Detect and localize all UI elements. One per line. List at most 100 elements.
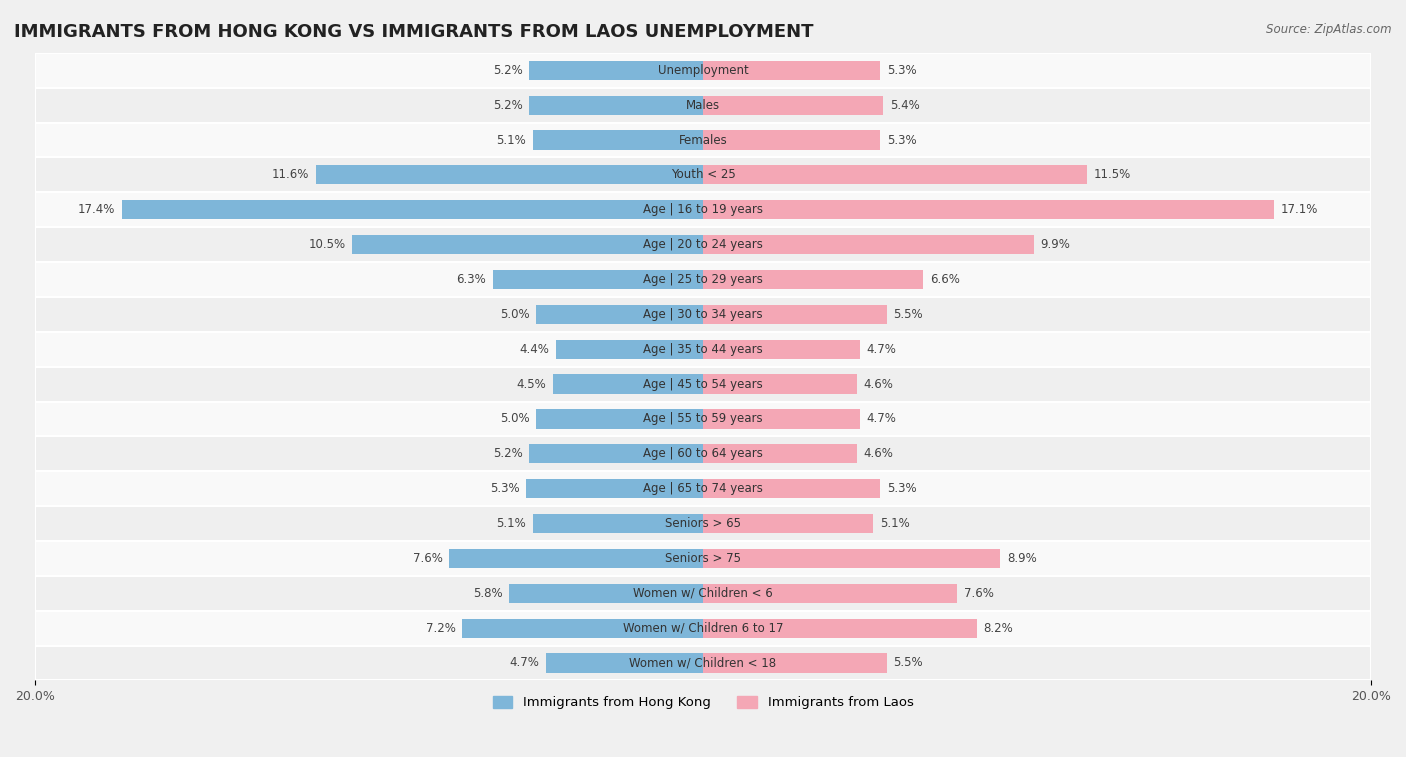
- Legend: Immigrants from Hong Kong, Immigrants from Laos: Immigrants from Hong Kong, Immigrants fr…: [488, 690, 918, 715]
- Bar: [703, 584, 957, 603]
- Text: 11.6%: 11.6%: [271, 168, 309, 182]
- Bar: [536, 410, 703, 428]
- Text: 4.7%: 4.7%: [866, 413, 897, 425]
- Text: Males: Males: [686, 98, 720, 111]
- Bar: [122, 200, 703, 220]
- Bar: [703, 479, 880, 498]
- Bar: [553, 375, 703, 394]
- Bar: [703, 444, 856, 463]
- Bar: [35, 401, 1371, 436]
- Bar: [35, 88, 1371, 123]
- Bar: [703, 618, 977, 637]
- Text: 8.9%: 8.9%: [1007, 552, 1036, 565]
- Bar: [353, 235, 703, 254]
- Text: Seniors > 75: Seniors > 75: [665, 552, 741, 565]
- Text: 17.4%: 17.4%: [77, 203, 115, 217]
- Text: 7.6%: 7.6%: [412, 552, 443, 565]
- Text: 5.2%: 5.2%: [494, 447, 523, 460]
- Bar: [533, 130, 703, 150]
- Text: Age | 16 to 19 years: Age | 16 to 19 years: [643, 203, 763, 217]
- Bar: [703, 95, 883, 115]
- Text: 5.0%: 5.0%: [499, 413, 529, 425]
- Text: 5.1%: 5.1%: [880, 517, 910, 530]
- Text: 5.3%: 5.3%: [887, 482, 917, 495]
- Text: 9.9%: 9.9%: [1040, 238, 1070, 251]
- Text: 6.6%: 6.6%: [931, 273, 960, 286]
- Text: Age | 30 to 34 years: Age | 30 to 34 years: [643, 308, 763, 321]
- Text: Women w/ Children < 18: Women w/ Children < 18: [630, 656, 776, 669]
- Text: 4.6%: 4.6%: [863, 378, 893, 391]
- Bar: [35, 611, 1371, 646]
- Bar: [703, 549, 1000, 568]
- Text: Women w/ Children < 6: Women w/ Children < 6: [633, 587, 773, 600]
- Text: 4.6%: 4.6%: [863, 447, 893, 460]
- Text: 10.5%: 10.5%: [308, 238, 346, 251]
- Text: 6.3%: 6.3%: [456, 273, 486, 286]
- Text: 5.3%: 5.3%: [887, 64, 917, 76]
- Text: Age | 25 to 29 years: Age | 25 to 29 years: [643, 273, 763, 286]
- Text: 5.8%: 5.8%: [472, 587, 502, 600]
- Bar: [35, 227, 1371, 262]
- Text: 5.4%: 5.4%: [890, 98, 920, 111]
- Bar: [526, 479, 703, 498]
- Bar: [703, 61, 880, 80]
- Text: Age | 65 to 74 years: Age | 65 to 74 years: [643, 482, 763, 495]
- Text: 11.5%: 11.5%: [1094, 168, 1130, 182]
- Bar: [546, 653, 703, 672]
- Bar: [35, 506, 1371, 541]
- Bar: [703, 200, 1274, 220]
- Text: Women w/ Children 6 to 17: Women w/ Children 6 to 17: [623, 621, 783, 634]
- Text: 4.7%: 4.7%: [509, 656, 540, 669]
- Bar: [703, 305, 887, 324]
- Text: 5.3%: 5.3%: [489, 482, 519, 495]
- Text: 5.2%: 5.2%: [494, 98, 523, 111]
- Text: Age | 35 to 44 years: Age | 35 to 44 years: [643, 343, 763, 356]
- Text: Youth < 25: Youth < 25: [671, 168, 735, 182]
- Bar: [463, 618, 703, 637]
- Bar: [703, 514, 873, 533]
- Bar: [703, 653, 887, 672]
- Text: Age | 45 to 54 years: Age | 45 to 54 years: [643, 378, 763, 391]
- Text: Females: Females: [679, 133, 727, 147]
- Bar: [703, 340, 860, 359]
- Bar: [703, 375, 856, 394]
- Bar: [35, 472, 1371, 506]
- Text: 5.2%: 5.2%: [494, 64, 523, 76]
- Bar: [35, 576, 1371, 611]
- Text: Seniors > 65: Seniors > 65: [665, 517, 741, 530]
- Text: 4.4%: 4.4%: [519, 343, 550, 356]
- Bar: [35, 366, 1371, 401]
- Bar: [536, 305, 703, 324]
- Bar: [492, 270, 703, 289]
- Text: 8.2%: 8.2%: [984, 621, 1014, 634]
- Bar: [555, 340, 703, 359]
- Bar: [35, 53, 1371, 88]
- Bar: [703, 165, 1087, 185]
- Text: 5.0%: 5.0%: [499, 308, 529, 321]
- Bar: [315, 165, 703, 185]
- Text: Age | 20 to 24 years: Age | 20 to 24 years: [643, 238, 763, 251]
- Text: 4.5%: 4.5%: [516, 378, 546, 391]
- Text: 5.5%: 5.5%: [893, 308, 922, 321]
- Text: IMMIGRANTS FROM HONG KONG VS IMMIGRANTS FROM LAOS UNEMPLOYMENT: IMMIGRANTS FROM HONG KONG VS IMMIGRANTS …: [14, 23, 814, 41]
- Bar: [449, 549, 703, 568]
- Text: Unemployment: Unemployment: [658, 64, 748, 76]
- Text: Age | 60 to 64 years: Age | 60 to 64 years: [643, 447, 763, 460]
- Text: 7.6%: 7.6%: [963, 587, 994, 600]
- Bar: [703, 410, 860, 428]
- Bar: [529, 61, 703, 80]
- Bar: [533, 514, 703, 533]
- Text: 4.7%: 4.7%: [866, 343, 897, 356]
- Bar: [529, 444, 703, 463]
- Bar: [35, 436, 1371, 472]
- Bar: [35, 646, 1371, 681]
- Bar: [35, 262, 1371, 297]
- Text: Age | 55 to 59 years: Age | 55 to 59 years: [643, 413, 763, 425]
- Bar: [35, 541, 1371, 576]
- Text: 7.2%: 7.2%: [426, 621, 456, 634]
- Bar: [35, 157, 1371, 192]
- Bar: [703, 270, 924, 289]
- Bar: [509, 584, 703, 603]
- Text: 5.5%: 5.5%: [893, 656, 922, 669]
- Text: 5.3%: 5.3%: [887, 133, 917, 147]
